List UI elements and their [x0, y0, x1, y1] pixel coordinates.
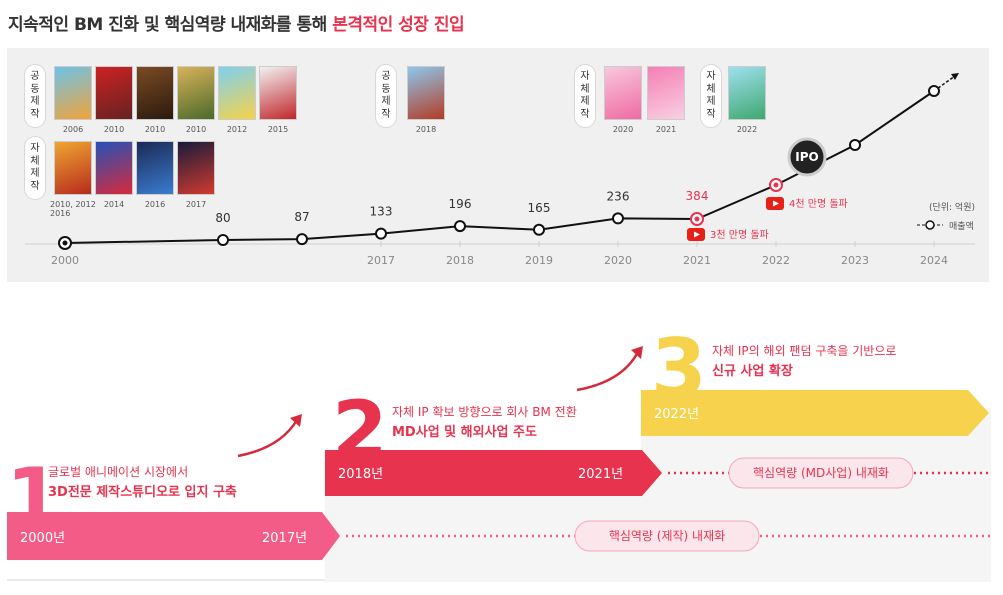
poster-image — [95, 141, 133, 195]
phase3-subtitle: 신규 사업 확장 — [712, 363, 793, 379]
poster-image — [604, 66, 642, 120]
poster-image — [95, 66, 133, 120]
x-tick-label: 2023 — [841, 254, 869, 267]
x-tick-label: 2000 — [51, 254, 79, 267]
trend-arrow-head — [951, 73, 959, 80]
phase1-subtitle: 3D전문 제작스튜디오로 입지 구축 — [48, 484, 237, 500]
trend-extension — [933, 75, 956, 92]
data-point — [217, 234, 229, 246]
data-label: 133 — [370, 205, 393, 219]
phase1-end: 2017년 — [262, 531, 307, 546]
self-production-label: 자 체 제 작 — [24, 136, 46, 200]
poster-image — [54, 141, 92, 195]
x-tick-label: 2020 — [604, 254, 632, 267]
capability-pill-1 — [574, 520, 760, 552]
youtube-4m-milestone: 4천 만명 돌파 — [789, 198, 848, 210]
poster-year: 2010, 2012 2016 — [50, 200, 96, 218]
youtube-play-icon — [694, 231, 700, 238]
capability-pill-2 — [728, 457, 914, 489]
ipo-badge — [787, 137, 827, 177]
youtube-play-icon — [773, 200, 779, 207]
poster-image — [407, 66, 445, 120]
phase1-bar — [7, 512, 340, 560]
poster-year: 2014 — [103, 200, 125, 209]
growth-arrow-2 — [576, 351, 640, 392]
poster-year: 2021 — [655, 125, 677, 134]
poster-year: 2017 — [185, 200, 207, 209]
poster-year: 2020 — [612, 125, 634, 134]
data-point — [612, 212, 624, 225]
phase2-start: 2018년 — [338, 467, 383, 482]
data-point-center — [62, 240, 68, 246]
poster-image — [259, 66, 297, 120]
data-label: 80 — [215, 211, 230, 225]
phase3-start: 2022년 — [654, 407, 699, 422]
phase1-title: 글로벌 애니메이션 시장에서 — [48, 465, 188, 479]
self-production-label-2020: 자 체 제 작 — [574, 64, 596, 128]
growth-arrow-head-2 — [631, 346, 643, 359]
youtube-3m-milestone: 3천 만명 돌파 — [710, 229, 769, 241]
revenue-chart: 2000 2017 2018 2019 2020 2021 2022 2023 2024 80 87… — [25, 73, 975, 267]
x-tick-label: 2021 — [683, 254, 711, 267]
poster-image — [177, 66, 215, 120]
poster-year: 2010 — [144, 125, 166, 134]
headline-highlight: 본격적인 성장 진입 — [332, 15, 465, 35]
poster-year: 2006 — [62, 125, 84, 134]
legend-marker — [925, 220, 935, 230]
poster-year: 2012 — [226, 125, 248, 134]
poster-image — [647, 66, 685, 120]
legend-label: 매출액 — [949, 220, 974, 232]
data-point — [296, 233, 308, 246]
data-label: 236 — [607, 189, 630, 203]
poster-image — [54, 66, 92, 120]
data-label: 384 — [686, 189, 709, 203]
poster-year: 2018 — [415, 125, 437, 134]
phase2-bar — [325, 450, 662, 496]
x-tick-label: 2024 — [920, 254, 948, 267]
phase3-title: 자체 IP의 해외 팬덤 구축을 기반으로 — [712, 344, 896, 358]
data-point — [533, 223, 545, 236]
data-point-center — [694, 216, 700, 222]
poster-image — [218, 66, 256, 120]
data-point — [928, 85, 940, 97]
growth-arrow-1 — [237, 419, 299, 458]
x-tick-label: 2017 — [367, 254, 395, 267]
poster-year: 2022 — [736, 125, 758, 134]
poster-year: 2010 — [185, 125, 207, 134]
poster-image — [728, 66, 766, 120]
data-point — [849, 139, 861, 151]
x-tick-label: 2019 — [525, 254, 553, 267]
unit-label: (단위: 억원) — [929, 201, 975, 213]
phase1-start: 2000년 — [20, 531, 65, 546]
poster-year: 2016 — [144, 200, 166, 209]
data-point — [375, 227, 387, 240]
data-point — [454, 220, 466, 233]
data-point-center — [773, 182, 779, 188]
phase2-title: 자체 IP 확보 방향으로 회사 BM 전환 — [392, 405, 577, 419]
phase3-bar — [641, 390, 989, 436]
ipo-label: IPO — [795, 150, 818, 164]
phase-roadmap: 1 글로벌 애니메이션 시장에서 3D전문 제작스튜디오로 입지 구축 2000년 20… — [0, 290, 1003, 591]
data-label: 196 — [449, 197, 472, 211]
phase2-end: 2021년 — [578, 467, 623, 482]
x-tick-label: 2022 — [762, 254, 790, 267]
capability-label-1: 핵심역량 (제작) 내재화 — [609, 529, 725, 543]
poster-year: 2015 — [267, 125, 289, 134]
co-production-label-2018: 공 동 제 작 — [375, 64, 397, 128]
poster-image — [136, 141, 174, 195]
self-production-label-2022: 자 체 제 작 — [700, 64, 722, 128]
capability-label-2: 핵심역량 (MD사업) 내재화 — [753, 466, 889, 480]
revenue-chart-panel: 2000 2017 2018 2019 2020 2021 2022 2023 2024 80 87… — [7, 48, 989, 282]
poster-image — [177, 141, 215, 195]
phase2-subtitle: MD사업 및 해외사업 주도 — [392, 424, 537, 440]
data-label: 165 — [528, 201, 551, 215]
x-tick-label: 2018 — [446, 254, 474, 267]
poster-image — [136, 66, 174, 120]
data-label: 87 — [294, 210, 309, 224]
poster-year: 2010 — [103, 125, 125, 134]
page-title: 지속적인 BM 진화 및 핵심역량 내재화를 통해 본격적인 성장 진입 — [8, 15, 465, 35]
growth-arrow-head-1 — [290, 414, 302, 427]
co-production-label: 공 동 제 작 — [24, 64, 46, 128]
